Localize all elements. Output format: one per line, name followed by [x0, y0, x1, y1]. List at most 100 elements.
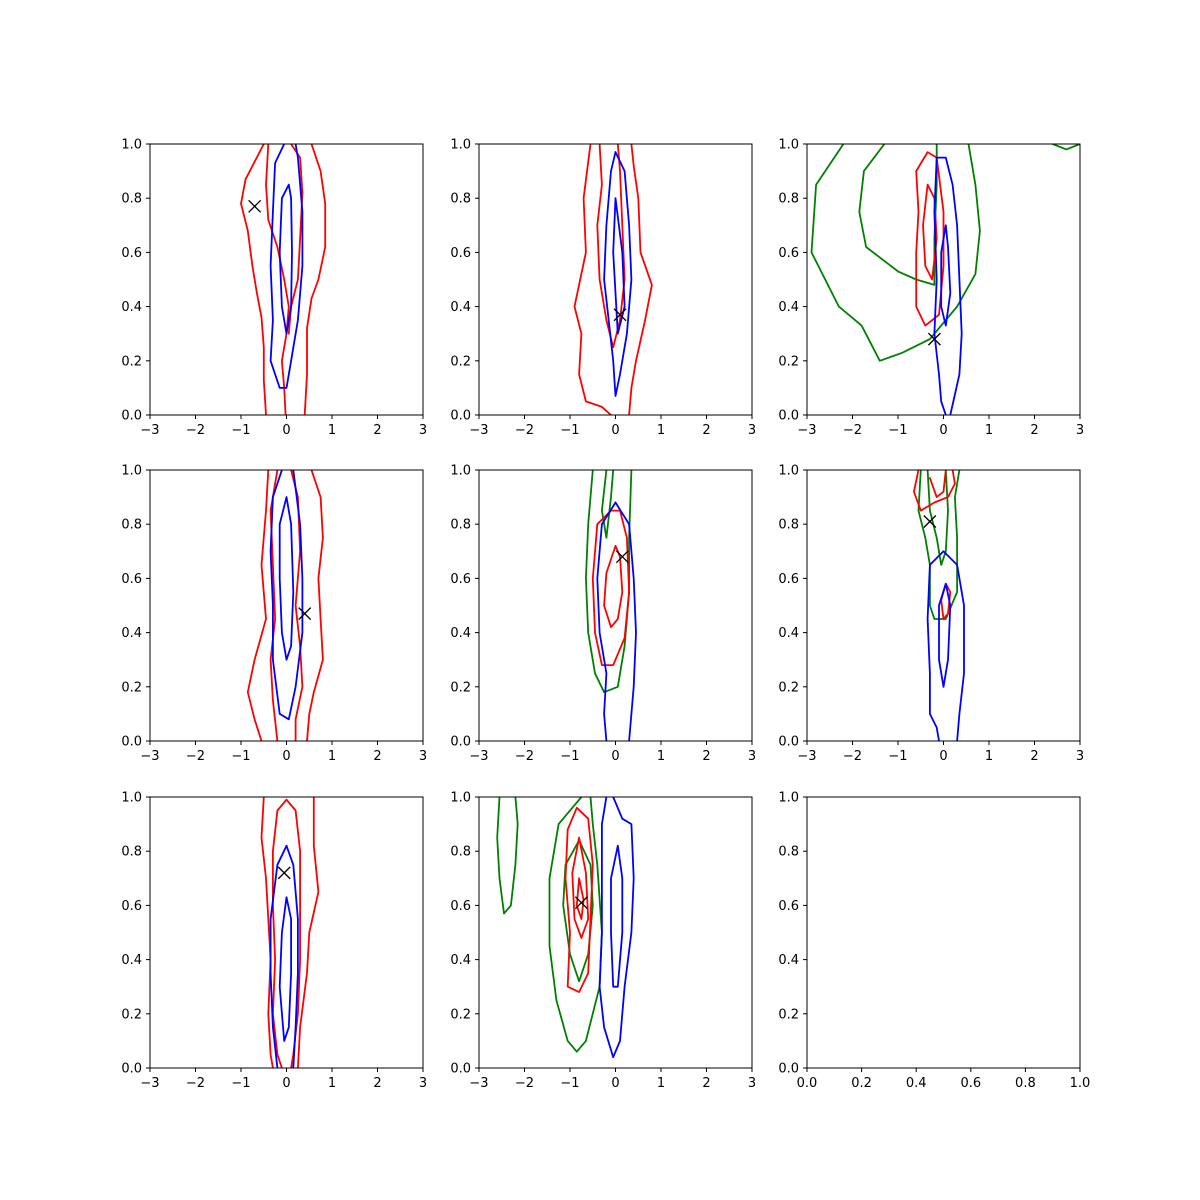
contour-line-series-b [575, 877, 585, 920]
contour-line-series-a [598, 797, 635, 1059]
y-tick-label: 0.2 [121, 354, 142, 369]
x-tick-label: −1 [231, 423, 250, 438]
x-tick-label: 0 [282, 749, 290, 764]
y-tick-label: 0.6 [778, 246, 799, 261]
contour-line-series-a [269, 470, 304, 721]
x-tick-label: −3 [469, 1076, 488, 1091]
x-marker-stroke [615, 550, 629, 564]
plot-area [573, 144, 653, 415]
x-tick-label: 1 [657, 1076, 665, 1091]
y-tick-label: 0.4 [121, 953, 142, 968]
y-tick-label: 0.6 [121, 572, 142, 587]
y-tick-label: 0.8 [778, 845, 799, 860]
x-marker [248, 199, 262, 213]
y-tick-label: 0.2 [450, 1007, 471, 1022]
contour-line-series-b [246, 470, 270, 741]
x-tick-label: −1 [888, 423, 907, 438]
subplot-6: −3 −2 −1 0 1 2 3 0.0 0.2 0.4 0.6 0.8 1.0 [778, 464, 1084, 765]
contour-line-series-c [548, 797, 603, 1053]
subplot-1: −3 −2 −1 0 1 2 3 0.0 0.2 0.4 0.6 0.8 1.0 [121, 138, 427, 439]
x-marker-stroke [613, 308, 627, 322]
subplot-5: −3 −2 −1 0 1 2 3 0.0 0.2 0.4 0.6 0.8 1.0 [450, 464, 756, 765]
x-tick-label: −3 [797, 423, 816, 438]
contour-line-series-b [628, 144, 653, 415]
subplot-4: −3 −2 −1 0 1 2 3 0.0 0.2 0.4 0.6 0.8 1.0 [121, 464, 427, 765]
contour-line-series-a [926, 550, 945, 741]
plot-area [240, 144, 327, 415]
y-tick-label: 0.0 [121, 1062, 142, 1077]
contour-line-series-b [913, 470, 956, 512]
x-tick-label: 0.4 [906, 1076, 927, 1091]
plot-area [585, 470, 637, 741]
y-tick-label: 1.0 [778, 791, 799, 806]
contour-line-series-c [926, 470, 949, 566]
contour-line-series-a [596, 501, 617, 741]
contour-line-series-a [278, 496, 295, 661]
contour-line-series-b [260, 797, 274, 1068]
subplot-2: −3 −2 −1 0 1 2 3 0.0 0.2 0.4 0.6 0.8 1.0 [450, 138, 756, 439]
contour-line-series-b [240, 144, 267, 415]
plot-area [810, 144, 1080, 415]
x-tick-label: −3 [469, 423, 488, 438]
x-marker-stroke [248, 199, 262, 213]
x-marker-stroke [277, 866, 291, 880]
x-tick-label: −2 [843, 749, 862, 764]
x-tick-label: 3 [419, 1076, 427, 1091]
x-tick-label: −1 [888, 749, 907, 764]
x-tick-label: 0.8 [1015, 1076, 1036, 1091]
contour-line-series-a [603, 151, 633, 397]
contour-line-series-b [303, 144, 327, 415]
contour-line-series-a [610, 844, 624, 988]
y-tick-label: 0.0 [450, 735, 471, 750]
y-tick-label: 0.0 [778, 1062, 799, 1077]
x-tick-label: −3 [140, 423, 159, 438]
x-tick-label: 0 [611, 1076, 619, 1091]
x-tick-label: −2 [515, 1076, 534, 1091]
y-tick-label: 0.6 [450, 246, 471, 261]
y-tick-label: 0.2 [778, 680, 799, 695]
subplot-9: 0.0 0.2 0.4 0.6 0.8 1.0 0.0 0.2 0.4 0.6 0.8 1.0 [778, 791, 1090, 1092]
y-tick-label: 0.6 [450, 899, 471, 914]
y-tick-label: 0.8 [121, 518, 142, 533]
y-tick-label: 1.0 [121, 464, 142, 479]
y-tick-label: 0.0 [450, 409, 471, 424]
x-marker [613, 308, 627, 322]
x-tick-label: −3 [140, 1076, 159, 1091]
contour-line-series-b [272, 798, 288, 1068]
y-tick-label: 0.8 [121, 192, 142, 207]
y-tick-label: 0.4 [778, 300, 799, 315]
plot-area [260, 797, 320, 1068]
y-tick-label: 0.4 [121, 626, 142, 641]
x-marker-stroke [298, 607, 312, 621]
y-tick-label: 1.0 [121, 138, 142, 153]
y-tick-label: 0.4 [121, 300, 142, 315]
y-tick-label: 1.0 [450, 464, 471, 479]
x-tick-label: 1.0 [1070, 1076, 1091, 1091]
x-tick-label: −2 [186, 749, 205, 764]
contour-line-series-b [591, 509, 630, 666]
x-tick-label: 0 [611, 749, 619, 764]
y-tick-label: 0.2 [450, 680, 471, 695]
x-tick-label: 3 [419, 423, 427, 438]
x-tick-label: −1 [560, 749, 579, 764]
y-tick-label: 0.6 [450, 572, 471, 587]
plot-area [913, 470, 965, 741]
x-tick-label: −2 [515, 749, 534, 764]
x-marker [923, 515, 937, 528]
subplot-7: −3 −2 −1 0 1 2 3 0.0 0.2 0.4 0.6 0.8 1.0 [121, 791, 427, 1092]
y-tick-label: 0.0 [121, 409, 142, 424]
contour-line-series-a [935, 156, 963, 415]
x-tick-label: 1 [328, 749, 336, 764]
x-tick-label: 3 [1076, 749, 1084, 764]
contour-line-series-a [278, 183, 293, 335]
y-tick-label: 0.4 [450, 953, 471, 968]
contour-line-series-a [269, 844, 288, 1068]
x-tick-label: 3 [419, 749, 427, 764]
contour-line-series-b [297, 797, 320, 1068]
y-tick-label: 0.2 [121, 680, 142, 695]
contour-line-series-a [278, 896, 292, 1042]
x-tick-label: 1 [657, 749, 665, 764]
axes-frame [806, 796, 1081, 1069]
y-tick-label: 0.8 [450, 518, 471, 533]
plot-area [246, 470, 324, 741]
